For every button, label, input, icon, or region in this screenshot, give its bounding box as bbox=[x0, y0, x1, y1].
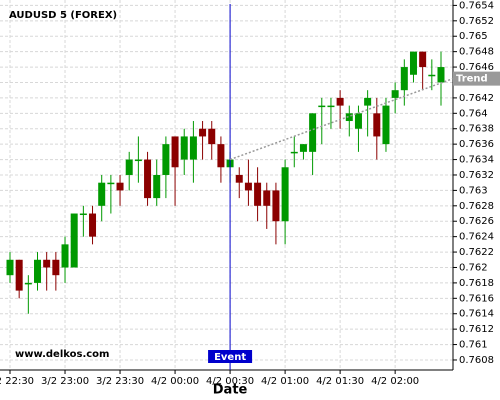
y-tick-label: 0.7616 bbox=[459, 293, 494, 304]
candle-body bbox=[89, 213, 97, 237]
candle-body bbox=[244, 182, 252, 191]
x-tick-label: 4/2 01:30 bbox=[316, 376, 364, 387]
candle-body bbox=[327, 105, 335, 108]
candle-body bbox=[61, 244, 69, 268]
candle-body bbox=[290, 151, 298, 154]
candle-body bbox=[272, 190, 280, 222]
candle-body bbox=[299, 144, 307, 152]
y-tick-label: 0.7646 bbox=[459, 62, 494, 73]
candle-body bbox=[409, 51, 417, 75]
candle-body bbox=[309, 113, 317, 152]
y-tick-label: 0.7654 bbox=[459, 0, 494, 11]
candle-body bbox=[318, 105, 326, 108]
candle-body bbox=[373, 113, 381, 137]
candle-body bbox=[254, 182, 262, 206]
y-tick-label: 0.7652 bbox=[459, 16, 494, 27]
candle-body bbox=[162, 144, 170, 175]
y-tick-label: 0.7642 bbox=[459, 93, 494, 104]
y-tick-label: 0.762 bbox=[459, 262, 488, 273]
candle-body bbox=[24, 282, 32, 285]
x-tick-label: 3/2 22:30 bbox=[0, 376, 34, 387]
y-tick-label: 0.7626 bbox=[459, 216, 494, 227]
candle-body bbox=[336, 97, 344, 106]
x-tick-label: 4/2 00:00 bbox=[151, 376, 199, 387]
candle-body bbox=[116, 182, 124, 191]
candle-body bbox=[107, 182, 115, 185]
candle-body bbox=[98, 182, 106, 206]
candle-body bbox=[171, 136, 179, 168]
candle-body bbox=[134, 159, 142, 162]
trend-label: Trend bbox=[456, 74, 488, 85]
candle-body bbox=[217, 144, 225, 168]
candle-body bbox=[6, 259, 14, 276]
candle-body bbox=[391, 90, 399, 98]
y-tick-label: 0.7632 bbox=[459, 170, 494, 181]
candle-body bbox=[400, 67, 408, 91]
candle-body bbox=[70, 213, 78, 268]
candle-body bbox=[419, 51, 427, 68]
candle-body bbox=[281, 167, 289, 222]
candle-body bbox=[153, 174, 161, 199]
y-tick-label: 0.7634 bbox=[459, 155, 494, 166]
candle-body bbox=[263, 190, 271, 206]
candle-body bbox=[125, 159, 133, 175]
candle-body bbox=[34, 259, 42, 283]
y-tick-label: 0.7636 bbox=[459, 139, 494, 150]
x-tick-label: 3/2 23:00 bbox=[41, 376, 89, 387]
candle-body bbox=[437, 67, 445, 83]
candle-body bbox=[364, 97, 372, 106]
candle-body bbox=[428, 74, 436, 77]
y-tick-label: 0.7628 bbox=[459, 201, 494, 212]
trend-box bbox=[453, 71, 500, 86]
y-tick-label: 0.761 bbox=[459, 340, 488, 351]
candle-body bbox=[79, 213, 87, 216]
y-tick-label: 0.7608 bbox=[459, 355, 494, 366]
y-tick-label: 0.7648 bbox=[459, 47, 494, 58]
y-tick-label: 0.7638 bbox=[459, 124, 494, 135]
candle-body bbox=[15, 259, 23, 291]
y-tick-label: 0.763 bbox=[459, 185, 488, 196]
y-tick-label: 0.7612 bbox=[459, 324, 494, 335]
candle-body bbox=[180, 136, 188, 160]
y-tick-label: 0.764 bbox=[459, 108, 488, 119]
x-tick-label: 4/2 00:30 bbox=[206, 376, 254, 387]
y-tick-label: 0.7614 bbox=[459, 309, 494, 320]
y-tick-label: 0.7618 bbox=[459, 278, 494, 289]
candle-body bbox=[345, 113, 353, 122]
x-tick-label: 4/2 02:00 bbox=[371, 376, 419, 387]
event-label: Event bbox=[214, 352, 246, 363]
candle-body bbox=[52, 259, 60, 276]
y-tick-label: 0.765 bbox=[459, 31, 488, 42]
y-tick-label: 0.7622 bbox=[459, 247, 494, 258]
x-tick-label: 3/2 23:30 bbox=[96, 376, 144, 387]
candle-body bbox=[199, 128, 207, 137]
candle-body bbox=[43, 259, 51, 268]
trend-line bbox=[229, 77, 454, 161]
event-box bbox=[208, 350, 253, 363]
candle-body bbox=[382, 105, 390, 145]
candle-body bbox=[189, 136, 197, 160]
candle-body bbox=[144, 159, 152, 199]
chart-title: AUDUSD 5 (FOREX) bbox=[9, 10, 117, 21]
candle-body bbox=[208, 128, 216, 145]
watermark: www.delkos.com bbox=[15, 349, 109, 360]
y-tick-label: 0.7624 bbox=[459, 232, 494, 243]
x-axis-label: Date bbox=[213, 383, 248, 398]
x-tick-label: 4/2 01:00 bbox=[261, 376, 309, 387]
candle-body bbox=[235, 174, 243, 183]
candle-body bbox=[354, 113, 362, 129]
